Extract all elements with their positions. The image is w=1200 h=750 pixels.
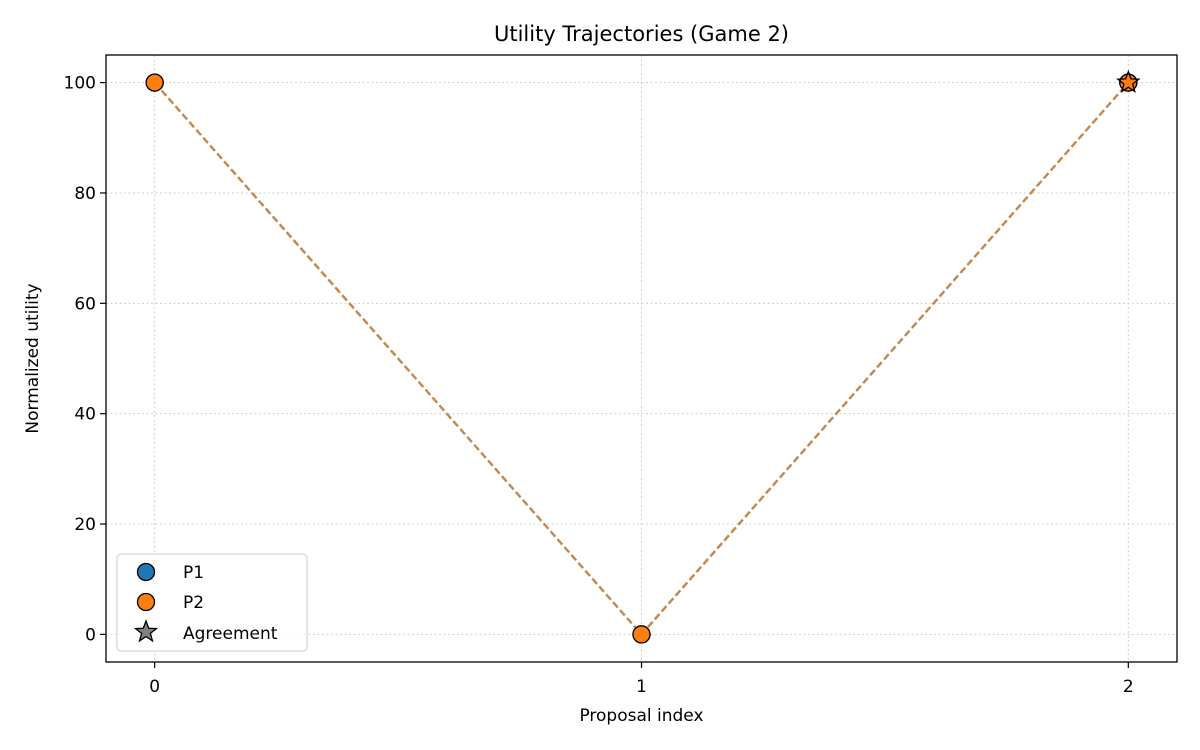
agreement-star-marker	[1116, 69, 1141, 94]
point-p2	[632, 625, 651, 644]
data-points	[145, 69, 1141, 644]
x-axis-label: Proposal index	[579, 706, 703, 726]
legend-p1-label: P1	[183, 563, 204, 583]
legend: P1 P2 Agreement	[116, 553, 308, 652]
legend-p2-marker	[136, 592, 156, 612]
y-tick-label: 40	[74, 405, 96, 425]
x-tick-label: 1	[636, 677, 647, 697]
legend-agreement-label: Agreement	[183, 624, 278, 644]
y-tick-label: 80	[74, 184, 96, 204]
y-tick-label: 20	[74, 515, 96, 535]
legend-agreement-star-icon	[133, 619, 159, 643]
y-tick-label: 100	[64, 74, 96, 94]
legend-box	[116, 553, 308, 652]
y-tick-label: 0	[85, 625, 96, 645]
y-tick-label: 60	[74, 294, 96, 314]
legend-p2-label: P2	[183, 593, 204, 613]
point-p2	[145, 73, 164, 92]
legend-p1-marker	[136, 562, 156, 582]
y-axis-label: Normalized utility	[23, 283, 43, 433]
chart-title: Utility Trajectories (Game 2)	[494, 22, 789, 46]
x-tick-label: 2	[1123, 677, 1134, 697]
x-tick-label: 0	[149, 677, 160, 697]
